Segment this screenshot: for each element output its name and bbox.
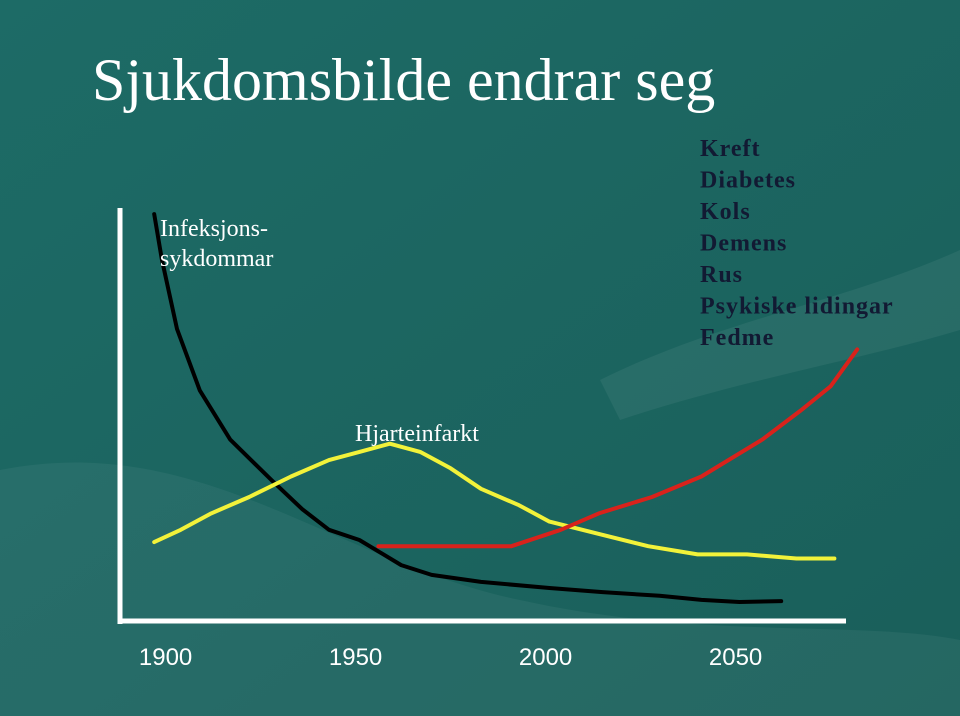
series-label: Fedme [700,325,774,351]
series-label: Rus [700,262,743,288]
series-line [152,212,784,604]
x-tick-label: 2050 [709,644,762,671]
x-tick-label: 1900 [139,644,192,671]
series-label: Diabetes [700,168,796,194]
series-label: Kols [700,199,751,225]
series-label: sykdommar [160,246,273,272]
x-tick-label: 2000 [519,644,572,671]
series-line [152,441,837,561]
plot: 1900 1950 2000 2050 Infeksjons-sykdommar Hjar… [139,136,894,671]
x-tick-label: 1950 [329,644,382,671]
series-label: Demens [700,231,787,257]
series-label: Psykiske lidingar [700,294,894,320]
series-label: Hjarteinfarkt [355,421,479,447]
series-line [376,347,860,549]
bg-shape [0,462,960,716]
bg-shape [600,250,960,420]
chart-title: Sjukdomsbilde endrar seg [92,47,715,113]
series-label: Infeksjons- [160,216,268,242]
series-label: Kreft [700,136,761,162]
